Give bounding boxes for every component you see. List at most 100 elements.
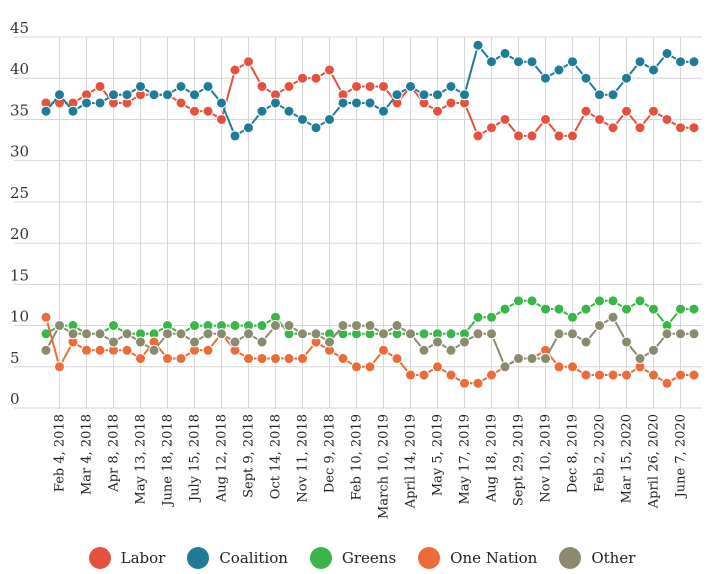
- data-point-other[interactable]: [324, 336, 335, 348]
- data-point-other[interactable]: [472, 328, 484, 340]
- data-point-coalition[interactable]: [175, 80, 187, 92]
- data-point-coalition[interactable]: [391, 89, 403, 101]
- data-point-coalition[interactable]: [567, 56, 578, 68]
- data-point-coalition[interactable]: [94, 97, 106, 109]
- data-point-coalition[interactable]: [202, 80, 214, 92]
- legend-item-greens[interactable]: Greens: [309, 547, 396, 569]
- data-point-labor[interactable]: [324, 64, 335, 76]
- data-point-greens[interactable]: [513, 295, 524, 307]
- data-point-other[interactable]: [540, 353, 551, 365]
- data-point-coalition[interactable]: [553, 64, 565, 76]
- data-point-coalition[interactable]: [297, 113, 308, 125]
- data-point-coalition[interactable]: [216, 97, 227, 109]
- data-point-other[interactable]: [40, 344, 52, 356]
- data-point-one-nation[interactable]: [243, 353, 254, 365]
- data-point-coalition[interactable]: [634, 56, 646, 68]
- data-point-one-nation[interactable]: [391, 353, 403, 365]
- data-point-one-nation[interactable]: [594, 369, 605, 381]
- data-point-one-nation[interactable]: [337, 353, 349, 365]
- data-point-greens[interactable]: [486, 311, 497, 323]
- data-point-other[interactable]: [513, 353, 524, 365]
- data-point-other[interactable]: [351, 320, 362, 332]
- data-point-other[interactable]: [94, 328, 106, 340]
- data-point-coalition[interactable]: [594, 89, 605, 101]
- data-point-other[interactable]: [553, 328, 565, 340]
- data-point-labor[interactable]: [472, 130, 484, 142]
- data-point-coalition[interactable]: [229, 130, 241, 142]
- data-point-greens[interactable]: [189, 320, 200, 332]
- data-point-coalition[interactable]: [67, 105, 79, 117]
- data-point-labor[interactable]: [229, 64, 241, 76]
- data-point-labor[interactable]: [594, 113, 605, 125]
- data-point-other[interactable]: [405, 328, 416, 340]
- data-point-coalition[interactable]: [324, 113, 335, 125]
- data-point-one-nation[interactable]: [445, 369, 457, 381]
- data-point-labor[interactable]: [580, 105, 592, 117]
- data-point-coalition[interactable]: [283, 105, 295, 117]
- data-point-one-nation[interactable]: [202, 344, 214, 356]
- data-point-labor[interactable]: [189, 105, 200, 117]
- data-point-labor[interactable]: [661, 113, 673, 125]
- data-point-other[interactable]: [256, 336, 268, 348]
- data-point-coalition[interactable]: [648, 64, 659, 76]
- data-point-labor[interactable]: [499, 113, 511, 125]
- data-point-coalition[interactable]: [459, 89, 470, 101]
- data-point-coalition[interactable]: [580, 72, 592, 84]
- data-point-other[interactable]: [297, 328, 308, 340]
- data-point-labor[interactable]: [648, 105, 659, 117]
- data-point-one-nation[interactable]: [405, 369, 416, 381]
- data-point-one-nation[interactable]: [472, 377, 484, 389]
- data-point-labor[interactable]: [688, 122, 700, 134]
- data-point-coalition[interactable]: [675, 56, 686, 68]
- data-point-coalition[interactable]: [310, 122, 322, 134]
- data-point-coalition[interactable]: [499, 47, 511, 59]
- data-point-one-nation[interactable]: [661, 377, 673, 389]
- data-point-other[interactable]: [580, 336, 592, 348]
- data-point-labor[interactable]: [202, 105, 214, 117]
- data-point-coalition[interactable]: [418, 89, 430, 101]
- data-point-greens[interactable]: [688, 303, 700, 315]
- data-point-greens[interactable]: [526, 295, 538, 307]
- data-point-coalition[interactable]: [621, 72, 632, 84]
- data-point-one-nation[interactable]: [40, 311, 52, 323]
- data-point-labor[interactable]: [256, 80, 268, 92]
- data-point-coalition[interactable]: [351, 97, 362, 109]
- data-point-coalition[interactable]: [135, 80, 146, 92]
- data-point-coalition[interactable]: [40, 105, 52, 117]
- data-point-other[interactable]: [621, 336, 632, 348]
- data-point-one-nation[interactable]: [459, 377, 470, 389]
- data-point-other[interactable]: [175, 328, 187, 340]
- data-point-coalition[interactable]: [472, 39, 484, 51]
- data-point-other[interactable]: [337, 320, 349, 332]
- data-point-labor[interactable]: [553, 130, 565, 142]
- data-point-coalition[interactable]: [688, 56, 700, 68]
- data-point-coalition[interactable]: [513, 56, 524, 68]
- data-point-coalition[interactable]: [270, 97, 281, 109]
- data-point-other[interactable]: [216, 328, 227, 340]
- data-point-greens[interactable]: [418, 328, 430, 340]
- data-point-greens[interactable]: [553, 303, 565, 315]
- data-point-other[interactable]: [526, 353, 538, 365]
- data-point-other[interactable]: [162, 328, 173, 340]
- data-point-one-nation[interactable]: [688, 369, 700, 381]
- data-point-one-nation[interactable]: [486, 369, 497, 381]
- data-point-one-nation[interactable]: [135, 353, 146, 365]
- data-point-greens[interactable]: [472, 311, 484, 323]
- data-point-greens[interactable]: [607, 295, 619, 307]
- data-point-greens[interactable]: [648, 303, 659, 315]
- data-point-labor[interactable]: [634, 122, 646, 134]
- data-point-coalition[interactable]: [445, 80, 457, 92]
- data-point-greens[interactable]: [229, 320, 241, 332]
- data-point-coalition[interactable]: [607, 89, 619, 101]
- data-point-coalition[interactable]: [432, 89, 443, 101]
- data-point-greens[interactable]: [621, 303, 632, 315]
- data-point-greens[interactable]: [567, 311, 578, 323]
- data-point-greens[interactable]: [580, 303, 592, 315]
- data-point-coalition[interactable]: [121, 89, 133, 101]
- data-point-other[interactable]: [67, 328, 79, 340]
- data-point-coalition[interactable]: [661, 47, 673, 59]
- data-point-other[interactable]: [189, 336, 200, 348]
- data-point-coalition[interactable]: [526, 56, 538, 68]
- data-point-other[interactable]: [486, 328, 497, 340]
- data-point-coalition[interactable]: [364, 97, 376, 109]
